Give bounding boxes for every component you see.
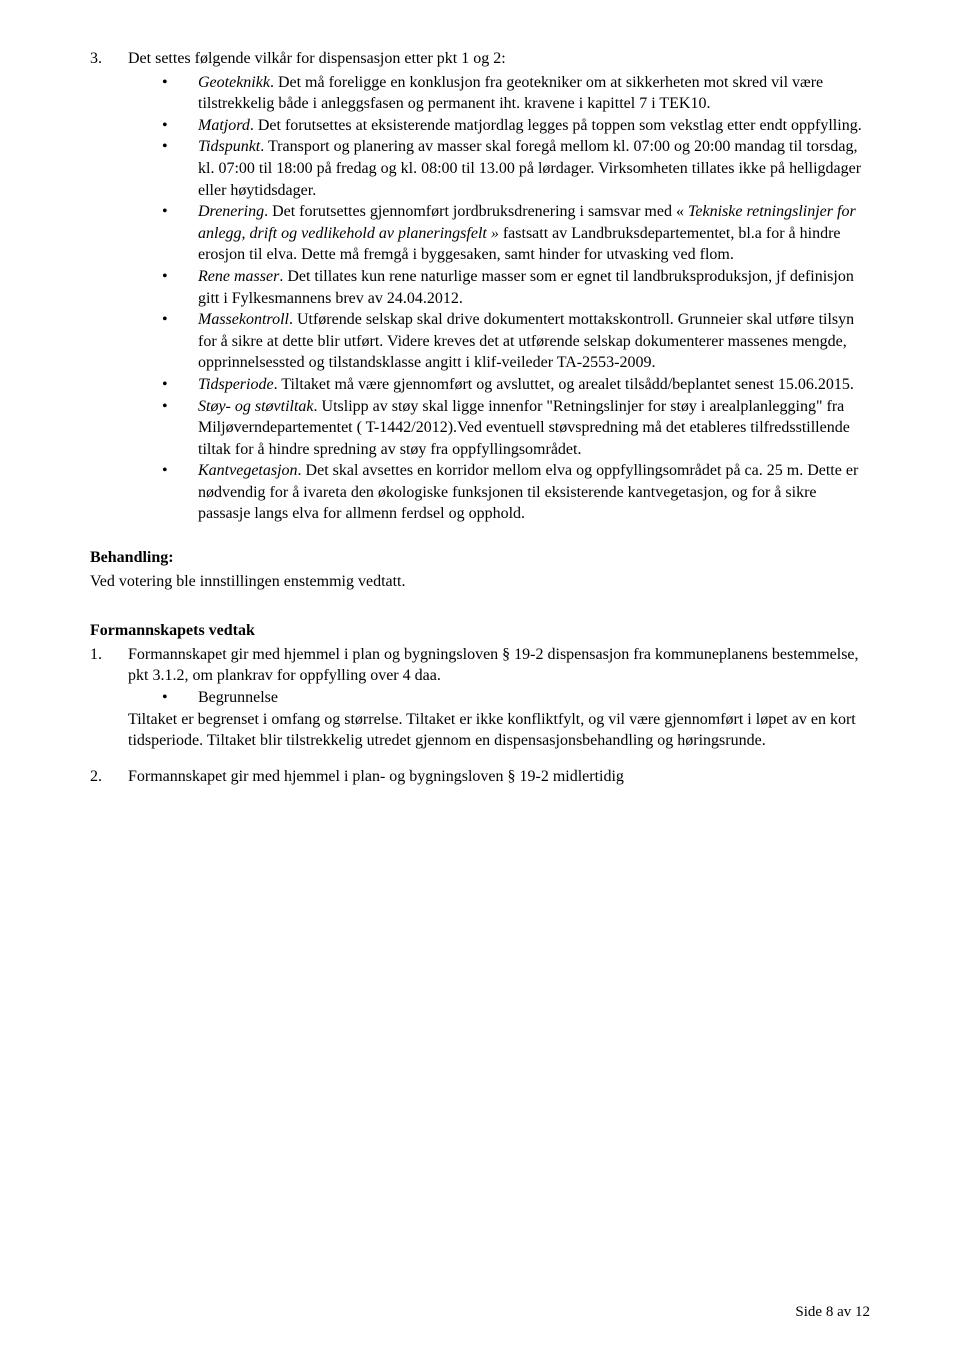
- bullet-matjord: Matjord. Det forutsettes at eksisterende…: [128, 115, 868, 137]
- bullet-stoy: Støy- og støvtiltak. Utslipp av støy ska…: [128, 396, 868, 461]
- vedtak1-bullet: Begrunnelse: [128, 687, 868, 709]
- vedtak2-text: Formannskapet gir med hjemmel i plan- og…: [128, 768, 624, 785]
- item3-bullets: Geoteknikk. Det må foreligge en konklusj…: [128, 72, 868, 525]
- bullet-drenering: Drenering. Det forutsettes gjennomført j…: [128, 201, 868, 266]
- vedtak-head: Formannskapets vedtak: [90, 620, 870, 642]
- vedtak1-number: 1.: [90, 644, 124, 666]
- vedtak-list: 1. Formannskapet gir med hjemmel i plan …: [90, 644, 870, 788]
- vedtak1-tail: Tiltaket er begrenset i omfang og større…: [128, 709, 868, 752]
- vedtak-item-1: 1. Formannskapet gir med hjemmel i plan …: [90, 644, 870, 752]
- item3-body: Det settes følgende vilkår for dispensas…: [128, 48, 868, 525]
- item3-intro: Det settes følgende vilkår for dispensas…: [128, 50, 506, 67]
- list-item-3: 3. Det settes følgende vilkår for dispen…: [90, 48, 870, 525]
- bullet-rene-masser: Rene masser. Det tillates kun rene natur…: [128, 266, 868, 309]
- behandling-head: Behandling:: [90, 547, 870, 569]
- bullet-geoteknikk: Geoteknikk. Det må foreligge en konklusj…: [128, 72, 868, 115]
- vedtak1-body: Formannskapet gir med hjemmel i plan og …: [128, 644, 868, 752]
- vedtak2-number: 2.: [90, 766, 124, 788]
- vedtak1-text: Formannskapet gir med hjemmel i plan og …: [128, 646, 859, 685]
- item3-number: 3.: [90, 48, 124, 70]
- bullet-kantvegetasjon: Kantvegetasjon. Det skal avsettes en kor…: [128, 460, 868, 525]
- vedtak2-body: Formannskapet gir med hjemmel i plan- og…: [128, 766, 868, 788]
- top-list: 3. Det settes følgende vilkår for dispen…: [90, 48, 870, 525]
- bullet-tidspunkt: Tidspunkt. Transport og planering av mas…: [128, 136, 868, 201]
- behandling-text: Ved votering ble innstillingen enstemmig…: [90, 571, 870, 593]
- page-footer: Side 8 av 12: [795, 1302, 870, 1322]
- vedtak1-bullets: Begrunnelse: [128, 687, 868, 709]
- bullet-massekontroll: Massekontroll. Utførende selskap skal dr…: [128, 309, 868, 374]
- bullet-tidsperiode: Tidsperiode. Tiltaket må være gjennomfør…: [128, 374, 868, 396]
- vedtak-item-2: 2. Formannskapet gir med hjemmel i plan-…: [90, 766, 870, 788]
